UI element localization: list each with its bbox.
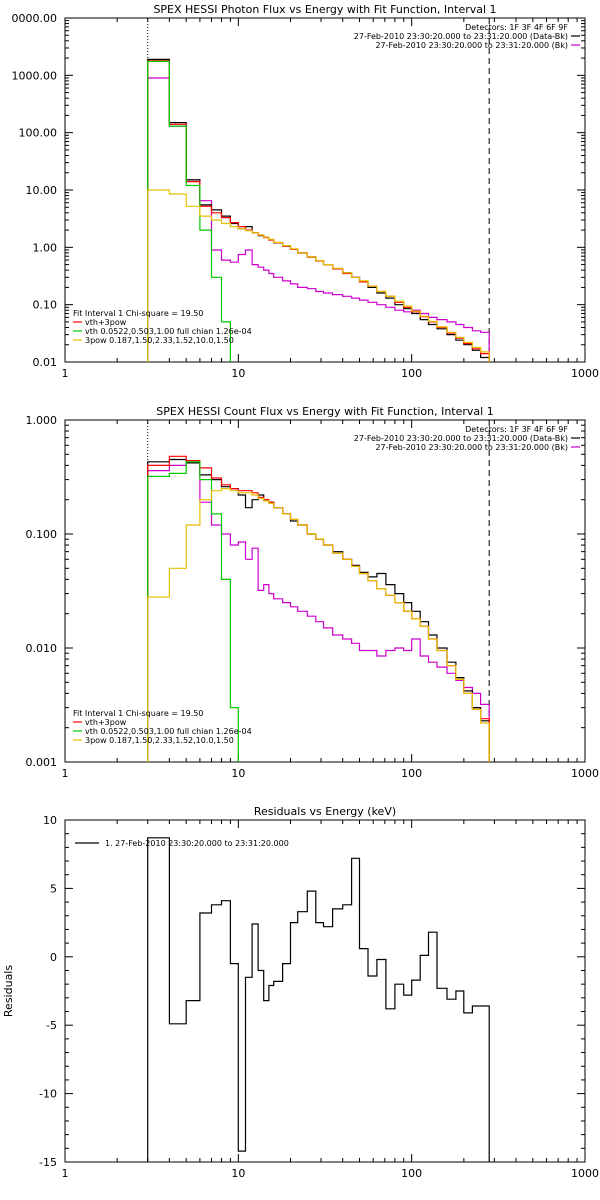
legend-bottom-entry: 3pow 0.187,1.50,2.33,1.52,10.0,1.50 (85, 336, 234, 345)
y-tick-label: 0.010 (26, 642, 58, 655)
x-tick-label: 100 (401, 367, 422, 380)
y-tick-label: 0.01 (33, 356, 58, 369)
legend-entry: 1. 27-Feb-2010 23:30:20.000 to 23:31:20.… (105, 839, 289, 848)
y-tick-label: 10 (43, 814, 57, 827)
chart-title: Residuals vs Energy (keV) (254, 805, 396, 818)
series-1-27-feb-2010-23-30-20-000-to-23-31-20-000-line (147, 837, 490, 1162)
series-group (147, 837, 490, 1162)
legend-bottom-entry: vth 0.0522,0.503,1.00 full chian 1.26e-0… (85, 327, 252, 336)
legend-top-entry: 27-Feb-2010 23:30:20.000 to 23:31:20.000… (354, 32, 568, 41)
count-flux-panel: SPEX HESSI Count Flux vs Energy with Fit… (26, 405, 600, 780)
x-tick-label: 10 (231, 367, 245, 380)
x-tick-label: 1000 (571, 767, 599, 780)
y-axis-label: Residuals (2, 965, 15, 1017)
y-tick-label: 1.000 (26, 414, 58, 427)
legend-top-entry: 27-Feb-2010 23:30:20.000 to 23:31:20.000… (375, 443, 568, 452)
series-vth-line (147, 60, 231, 362)
y-tick-label: -5 (46, 1019, 57, 1032)
x-tick-label: 10 (231, 1167, 245, 1180)
plot-frame (64, 819, 586, 1163)
chart-title: SPEX HESSI Photon Flux vs Energy with Fi… (153, 3, 496, 16)
series-group (147, 455, 490, 762)
series-bk-line (147, 462, 490, 762)
y-tick-label: 0 (50, 951, 57, 964)
legend-bottom-entry: vth 0.0522,0.503,1.00 full chian 1.26e-0… (85, 727, 252, 736)
legend-top-entry: 27-Feb-2010 23:30:20.000 to 23:31:20.000… (375, 41, 568, 50)
x-tick-label: 1 (62, 767, 69, 780)
series-bk-line (147, 77, 490, 362)
x-tick-label: 100 (401, 1167, 422, 1180)
legend-bottom-entry: vth+3pow (85, 318, 127, 327)
x-tick-label: 100 (401, 767, 422, 780)
y-tick-label: -15 (39, 1156, 57, 1169)
plot-frame (64, 419, 586, 763)
chart-title: SPEX HESSI Count Flux vs Energy with Fit… (156, 405, 493, 418)
legend-top-entry: Detectors: 1F 3F 4F 6F 9F (465, 23, 568, 32)
legend-bottom-entry: 3pow 0.187,1.50,2.33,1.52,10.0,1.50 (85, 736, 234, 745)
legend-top-entry: Detectors: 1F 3F 4F 6F 9F (465, 425, 568, 434)
x-tick-label: 10 (231, 767, 245, 780)
y-tick-label: 1.00 (33, 241, 58, 254)
y-tick-label: -10 (39, 1088, 57, 1101)
series-3pow-line (147, 189, 490, 362)
y-tick-label: 0000.00 (12, 12, 58, 25)
y-tick-label: 0.001 (26, 756, 58, 769)
x-tick-label: 1 (62, 367, 69, 380)
y-tick-label: 5 (50, 882, 57, 895)
y-tick-label: 0.100 (26, 528, 58, 541)
series-group (147, 58, 490, 362)
x-tick-label: 1000 (571, 1167, 599, 1180)
series-vth-line (147, 461, 239, 762)
y-tick-label: 10.00 (26, 184, 58, 197)
legend-bottom-entry: vth+3pow (85, 718, 127, 727)
x-tick-label: 1000 (571, 367, 599, 380)
y-tick-label: 1000.00 (12, 69, 58, 82)
photon-flux-panel: SPEX HESSI Photon Flux vs Energy with Fi… (12, 3, 600, 380)
y-tick-label: 0.10 (33, 299, 58, 312)
y-tick-label: 100.00 (19, 127, 58, 140)
legend-bottom-entry: Fit Interval 1 Chi-square = 19.50 (73, 309, 203, 318)
series-3pow-line (147, 488, 490, 762)
legend-bottom-entry: Fit Interval 1 Chi-square = 19.50 (73, 709, 203, 718)
x-tick-label: 1 (62, 1167, 69, 1180)
legend-top-entry: 27-Feb-2010 23:30:20.000 to 23:31:20.000… (354, 434, 568, 443)
